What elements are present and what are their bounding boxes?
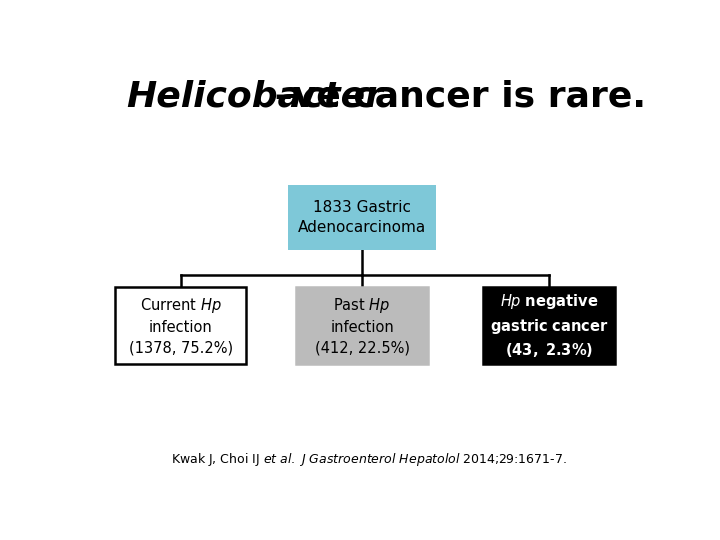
Text: Helicobacter: Helicobacter (126, 79, 383, 113)
FancyBboxPatch shape (115, 287, 246, 364)
Text: –ve cancer is rare.: –ve cancer is rare. (262, 79, 646, 113)
Text: 1833 Gastric
Adenocarcinoma: 1833 Gastric Adenocarcinoma (298, 200, 426, 235)
Text: Past $\it{Hp}$
infection
(412, 22.5%): Past $\it{Hp}$ infection (412, 22.5%) (315, 296, 410, 355)
Text: Kwak J, Choi IJ $\it{et\ al.}$ $\it{J\ Gastroenterol\ Hepatolol}$ 2014;29:1671-7: Kwak J, Choi IJ $\it{et\ al.}$ $\it{J\ G… (171, 451, 567, 468)
Text: Current $\it{Hp}$
infection
(1378, 75.2%): Current $\it{Hp}$ infection (1378, 75.2%… (129, 296, 233, 355)
FancyBboxPatch shape (297, 287, 428, 364)
FancyBboxPatch shape (483, 287, 615, 364)
Text: $\mathbf{\it{Hp}}$ $\mathbf{negative}$
$\mathbf{gastric\ cancer}$
$\mathbf{(43,\: $\mathbf{\it{Hp}}$ $\mathbf{negative}$ $… (490, 292, 608, 359)
FancyBboxPatch shape (288, 185, 436, 250)
